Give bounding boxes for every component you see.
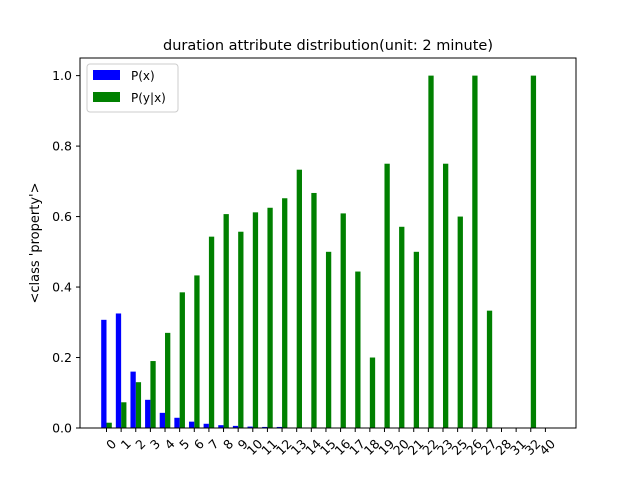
x-tick-label: 4 — [162, 436, 178, 452]
bar-p-y-given-x-4 — [165, 332, 171, 428]
bar-p-y-given-x-8 — [223, 214, 229, 428]
y-axis-label: <class 'property'> — [28, 183, 43, 304]
y-tick-label: 0.4 — [52, 280, 72, 295]
bar-p-y-given-x-27 — [486, 310, 493, 428]
bar-p-y-given-x-11 — [267, 207, 273, 428]
bar-p-y-given-x-26 — [472, 75, 478, 429]
bar-p-y-given-x-14 — [311, 192, 317, 428]
y-tick-label: 0.0 — [52, 421, 72, 436]
bar-p-y-given-x-22 — [428, 75, 434, 429]
y-tick-label: 0.6 — [52, 209, 72, 224]
bar-p-y-given-x-7 — [208, 236, 215, 428]
bar-p-x-12 — [276, 426, 283, 428]
x-tick-label: 3 — [147, 436, 163, 452]
bar-p-x-9 — [232, 425, 239, 428]
bar-p-y-given-x-17 — [355, 271, 361, 428]
bar-p-y-given-x-23 — [442, 163, 449, 428]
bar-p-x-8 — [218, 425, 224, 428]
bar-p-y-given-x-5 — [179, 292, 185, 428]
bar-p-y-given-x-2 — [135, 382, 142, 428]
bar-p-x-2 — [130, 371, 136, 428]
bar-p-y-given-x-9 — [238, 231, 244, 428]
x-tick-label: 40 — [536, 436, 558, 458]
x-tick-label: 7 — [205, 436, 221, 452]
x-tick-label: 5 — [176, 436, 192, 452]
bar-p-x-3 — [145, 399, 151, 428]
x-tick-label: 6 — [191, 436, 207, 452]
bar-p-y-given-x-12 — [282, 198, 288, 428]
bar-p-y-given-x-18 — [369, 357, 376, 428]
bar-p-y-given-x-32 — [530, 75, 537, 429]
x-tick-label: 1 — [118, 436, 134, 452]
bar-p-x-7 — [203, 423, 209, 428]
legend-swatch-p-y-given-x — [93, 92, 120, 102]
bar-p-y-given-x-0 — [106, 422, 112, 428]
x-tick-label: 2 — [132, 436, 148, 452]
bar-p-x-1 — [115, 313, 122, 428]
legend-label-p-y-given-x: P(y|x) — [131, 91, 166, 105]
bar-p-y-given-x-15 — [325, 251, 332, 428]
bar-p-y-given-x-3 — [150, 361, 156, 428]
bar-p-x-6 — [188, 421, 195, 428]
bar-p-y-given-x-25 — [457, 216, 463, 428]
bar-p-x-10 — [247, 426, 253, 428]
bar-p-y-given-x-16 — [340, 213, 346, 428]
x-tick-label: 0 — [103, 436, 119, 452]
bar-p-y-given-x-13 — [296, 169, 302, 428]
legend-swatch-p-x — [93, 70, 120, 80]
plot-frame — [79, 57, 577, 429]
legend-label-p-x: P(x) — [131, 69, 155, 83]
y-tick-label: 0.8 — [52, 139, 72, 154]
bar-p-y-given-x-20 — [399, 226, 405, 428]
x-axis-ticks: 0123456789101112131415161718192021222325… — [103, 428, 558, 458]
x-tick-label: 8 — [220, 436, 236, 452]
bar-p-y-given-x-10 — [252, 212, 259, 428]
bar-p-y-given-x-6 — [194, 275, 200, 428]
series-p-y-given-x-bars — [106, 75, 537, 429]
y-tick-label: 1.0 — [52, 68, 72, 83]
y-axis-ticks: 0.0 0.2 0.4 0.6 0.8 1.0 — [52, 68, 80, 436]
bar-p-x-0 — [101, 319, 107, 428]
bar-p-x-5 — [174, 417, 180, 428]
bar-p-y-given-x-19 — [384, 163, 390, 428]
y-tick-label: 0.2 — [52, 350, 72, 365]
chart-title: duration attribute distribution(unit: 2 … — [163, 38, 493, 54]
bar-p-y-given-x-21 — [413, 251, 420, 428]
bar-p-y-given-x-1 — [121, 402, 127, 428]
bar-p-x-4 — [159, 412, 166, 428]
bar-p-x-11 — [262, 426, 268, 428]
legend: P(x) P(y|x) — [86, 63, 179, 113]
